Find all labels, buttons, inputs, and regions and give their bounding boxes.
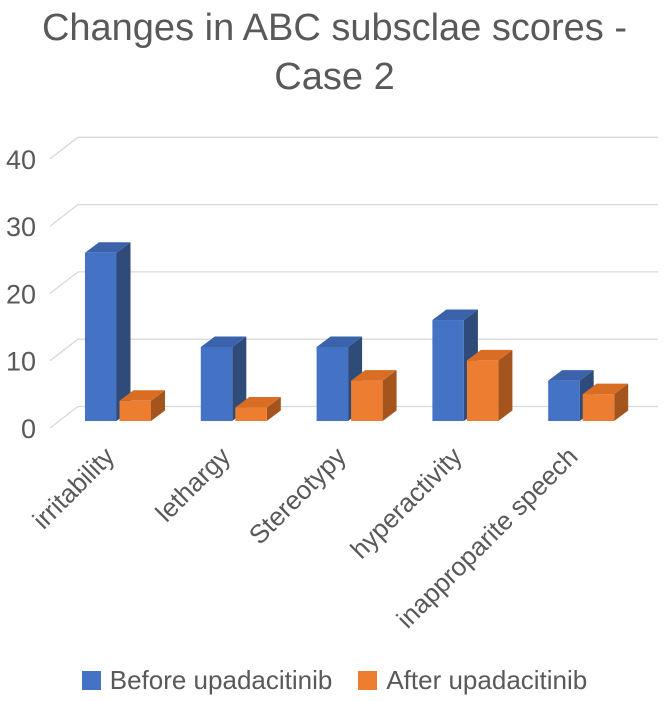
- legend-label-after: After upadacitinib: [386, 665, 588, 695]
- x-axis-category-label: hyperactivity: [344, 441, 467, 564]
- bar-side-1-hyperactivity: [498, 349, 513, 421]
- bar-top-1-lethargy: [235, 397, 281, 408]
- legend-label-before: Before upadacitinib: [109, 665, 333, 695]
- bar-side-0-irritability: [116, 242, 131, 421]
- y-axis-tick-label: 20: [6, 279, 36, 309]
- y-axis-tick-label: 30: [6, 212, 36, 242]
- x-axis-category-label: irritability: [26, 441, 120, 535]
- bar-side-1-Stereotypy: [382, 370, 397, 421]
- y-axis-tick-label: 40: [6, 145, 36, 175]
- y-axis-tick-label: 0: [21, 414, 36, 444]
- bar-0-irritability: [85, 252, 117, 421]
- bar-top-1-Stereotypy: [351, 370, 397, 381]
- y-axis-tick: [49, 136, 79, 160]
- bar-side-1-inapproparite-speech: [614, 383, 629, 421]
- bar-top-0-inapproparite-speech: [548, 370, 594, 381]
- bar-top-0-hyperactivity: [432, 309, 478, 321]
- y-axis-tick-label: 10: [6, 347, 36, 377]
- bar-1-Stereotypy: [351, 380, 383, 421]
- x-axis-category-label: lethargy: [149, 441, 236, 528]
- y-axis-tick: [49, 271, 79, 294]
- bar-side-1-lethargy: [266, 397, 281, 421]
- bar-side-1-irritability: [151, 390, 165, 421]
- bar-top-0-lethargy: [200, 336, 247, 347]
- legend-swatch-before-icon: [81, 671, 101, 690]
- chart-title: Changes in ABC subsclae scores - Case 2: [41, 7, 628, 98]
- bar-top-0-irritability: [85, 242, 131, 253]
- legend-item-after: After upadacitinib: [358, 665, 587, 696]
- bar-0-hyperactivity: [432, 320, 464, 421]
- bar-1-inapproparite-speech: [582, 394, 615, 421]
- bar-0-Stereotypy: [316, 346, 349, 421]
- y-axis-tick: [49, 338, 79, 362]
- x-axis-category-label: Stereotypy: [243, 441, 352, 550]
- bar-top-1-irritability: [119, 390, 165, 401]
- bar-1-lethargy: [235, 407, 267, 421]
- bar-top-0-Stereotypy: [316, 336, 363, 347]
- bar-top-1-hyperactivity: [466, 349, 513, 361]
- bar-0-lethargy: [200, 346, 233, 421]
- bar-top-1-inapproparite-speech: [582, 383, 629, 395]
- legend-item-before: Before upadacitinib: [81, 665, 333, 696]
- bar-side-0-lethargy: [232, 336, 247, 421]
- bar-1-irritability: [119, 400, 151, 421]
- chart-legend: Before upadacitinib After upadacitinib: [0, 665, 669, 696]
- y-axis-tick: [49, 405, 79, 429]
- legend-swatch-after-icon: [358, 671, 378, 690]
- y-axis-tick: [49, 204, 79, 227]
- bar-0-inapproparite-speech: [548, 380, 580, 421]
- bar-1-hyperactivity: [466, 360, 499, 421]
